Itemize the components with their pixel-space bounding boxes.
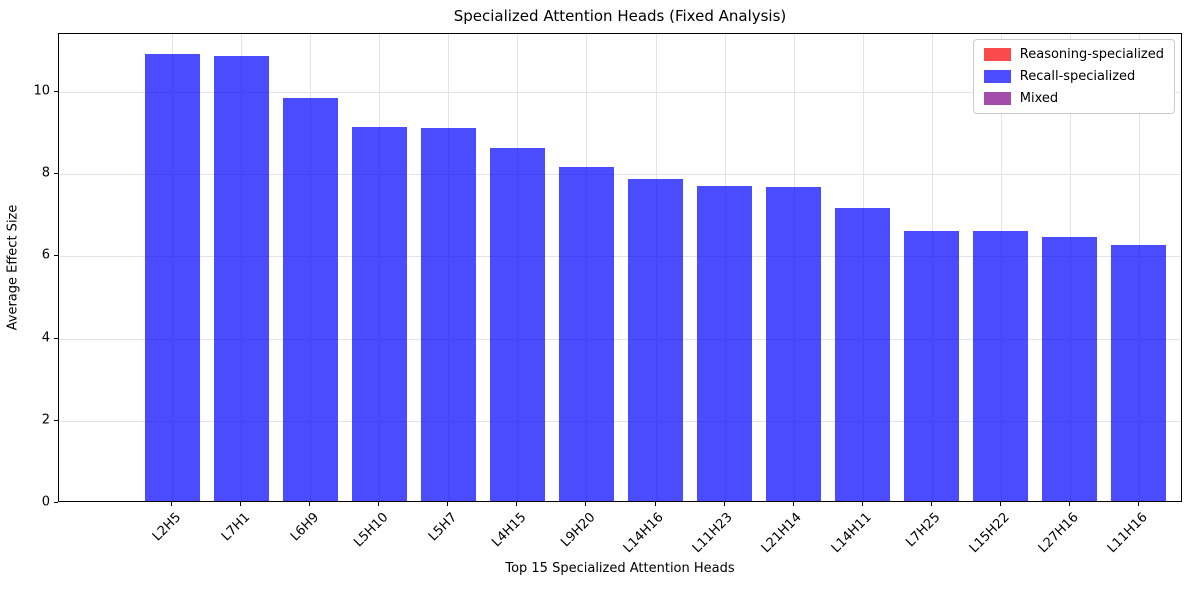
legend-row-0: Reasoning-specialized xyxy=(983,47,1164,62)
h-gridline-10 xyxy=(59,91,1181,93)
bar-L11H16 xyxy=(1111,244,1167,501)
legend-label-1: Recall-specialized xyxy=(1019,69,1136,84)
y-tick-mark-2 xyxy=(54,419,58,421)
x-tick-label-L5H7: L5H7 xyxy=(425,510,460,545)
y-tick-mark-6 xyxy=(54,255,58,257)
chart-title: Specialized Attention Heads (Fixed Analy… xyxy=(453,7,787,25)
x-tick-mark-L2H5 xyxy=(171,502,173,506)
x-tick-label-L14H11: L14H11 xyxy=(828,510,875,557)
x-tick-mark-L14H16 xyxy=(654,502,656,506)
legend-swatch-0 xyxy=(983,48,1011,61)
x-tick-mark-L5H7 xyxy=(447,502,449,506)
x-tick-label-L7H25: L7H25 xyxy=(903,510,944,551)
x-tick-mark-L27H16 xyxy=(1068,502,1070,506)
x-tick-label-L14H16: L14H16 xyxy=(621,510,668,557)
x-tick-mark-L21H14 xyxy=(792,502,794,506)
bar-L9H20 xyxy=(558,166,615,501)
x-tick-mark-L6H9 xyxy=(309,502,311,506)
x-tick-label-L7H1: L7H1 xyxy=(218,510,253,545)
plot-area: Reasoning-specialized Recall-specialized M… xyxy=(58,33,1182,502)
bar-L5H7 xyxy=(420,128,476,501)
legend-row-2: Mixed xyxy=(983,91,1164,106)
x-tick-mark-L11H23 xyxy=(723,502,725,506)
x-tick-label-L4H15: L4H15 xyxy=(488,510,530,551)
x-axis-label: Top 15 Specialized Attention Heads xyxy=(505,561,735,576)
x-tick-mark-L15H22 xyxy=(999,502,1001,506)
legend-row-1: Recall-specialized xyxy=(983,69,1164,84)
x-tick-label-L2H5: L2H5 xyxy=(149,510,184,545)
bar-L7H1 xyxy=(213,56,269,501)
bar-L2H5 xyxy=(144,53,200,501)
bar-L4H15 xyxy=(489,147,546,501)
bar-L5H10 xyxy=(351,126,407,501)
y-tick-label-0: 0 xyxy=(41,494,50,510)
x-tick-label-L11H23: L11H23 xyxy=(690,510,737,557)
x-tick-mark-L5H10 xyxy=(378,502,380,506)
legend-swatch-1 xyxy=(983,70,1011,83)
y-axis-label: Average Effect Size xyxy=(5,204,21,331)
h-gridline-4 xyxy=(59,338,1181,340)
bar-L11H23 xyxy=(696,186,753,501)
x-tick-mark-L11H16 xyxy=(1137,502,1139,506)
bar-L7H25 xyxy=(904,230,960,501)
h-gridline-2 xyxy=(59,420,1181,422)
y-tick-label-4: 4 xyxy=(41,330,50,346)
bar-L15H22 xyxy=(973,231,1029,501)
y-tick-mark-8 xyxy=(54,173,58,175)
y-tick-label-10: 10 xyxy=(33,83,50,99)
legend-swatch-2 xyxy=(983,92,1011,105)
bar-L14H16 xyxy=(627,178,684,501)
x-tick-label-L11H16: L11H16 xyxy=(1104,510,1151,557)
x-tick-mark-L7H25 xyxy=(930,502,932,506)
legend-label-0: Reasoning-specialized xyxy=(1019,47,1164,62)
legend-label-2: Mixed xyxy=(1019,91,1059,106)
x-tick-label-L6H9: L6H9 xyxy=(287,510,322,545)
bar-L21H14 xyxy=(765,187,822,501)
x-tick-mark-L14H11 xyxy=(861,502,863,506)
y-tick-mark-4 xyxy=(54,337,58,339)
y-tick-label-2: 2 xyxy=(41,412,50,428)
x-tick-label-L5H10: L5H10 xyxy=(350,510,391,551)
x-tick-label-L9H20: L9H20 xyxy=(557,510,599,551)
h-gridline-8 xyxy=(59,174,1181,176)
x-tick-label-L27H16: L27H16 xyxy=(1035,510,1082,557)
x-tick-mark-L4H15 xyxy=(516,502,518,506)
x-tick-mark-L7H1 xyxy=(240,502,242,506)
bar-L14H11 xyxy=(835,208,891,501)
x-tick-mark-L9H20 xyxy=(585,502,587,506)
y-tick-label-6: 6 xyxy=(41,247,50,263)
y-tick-mark-0 xyxy=(54,502,58,503)
x-tick-label-L15H22: L15H22 xyxy=(966,510,1013,557)
bar-L27H16 xyxy=(1042,237,1098,501)
x-tick-label-L21H14: L21H14 xyxy=(759,510,806,557)
bar-L6H9 xyxy=(282,98,338,501)
y-tick-mark-10 xyxy=(54,90,58,92)
y-tick-label-8: 8 xyxy=(41,165,50,181)
legend: Reasoning-specialized Recall-specialized M… xyxy=(972,39,1175,114)
h-gridline-6 xyxy=(59,256,1181,258)
